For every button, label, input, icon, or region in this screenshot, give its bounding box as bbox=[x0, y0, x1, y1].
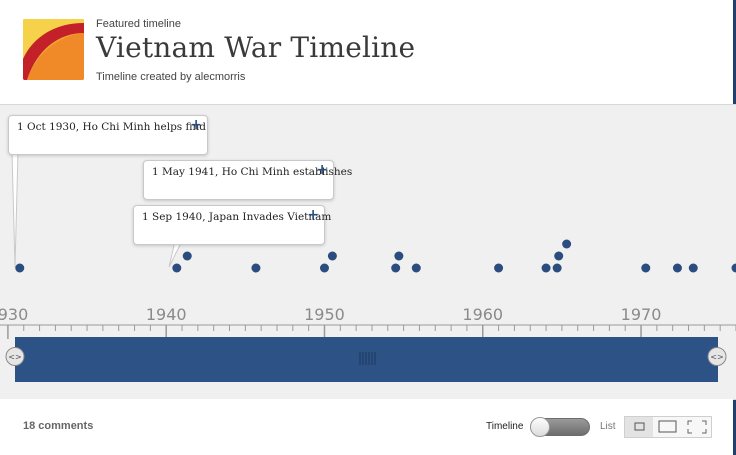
timeline-viewer[interactable]: 1930 1940 1950 1960 1970 <> <> 1 Oct 1930, Ho … bbox=[0, 104, 736, 400]
callout-pointer bbox=[11, 151, 19, 268]
comments-link[interactable]: 18 comments bbox=[23, 420, 94, 432]
event-callout[interactable]: 1 Oct 1930, Ho Chi Minh helps find + bbox=[8, 115, 208, 155]
fullscreen-icon bbox=[687, 420, 707, 434]
event-dot[interactable] bbox=[552, 263, 562, 273]
resize-arrows-icon: <> bbox=[710, 353, 723, 362]
small-view-button[interactable] bbox=[625, 417, 653, 437]
event-dot[interactable] bbox=[391, 263, 401, 273]
timeline-thumbnail[interactable] bbox=[23, 19, 84, 80]
event-dot[interactable] bbox=[172, 263, 182, 273]
event-dot[interactable] bbox=[327, 251, 337, 261]
event-callout[interactable]: 1 Sep 1940, Japan Invades Vietnam + bbox=[133, 205, 331, 245]
event-dot[interactable] bbox=[182, 251, 192, 261]
page-header: Featured timeline Vietnam War Timeline T… bbox=[0, 0, 736, 104]
event-dot[interactable] bbox=[411, 263, 421, 273]
large-window-icon bbox=[658, 420, 677, 433]
event-callout[interactable]: 1 May 1941, Ho Chi Minh establishes + bbox=[143, 160, 352, 200]
event-dot[interactable] bbox=[562, 239, 572, 249]
callout-text: 1 Oct 1930, Ho Chi Minh helps find bbox=[17, 121, 207, 133]
expand-icon[interactable]: + bbox=[316, 162, 328, 178]
byline: Timeline created by alecmorris bbox=[96, 71, 246, 83]
event-dot[interactable] bbox=[494, 263, 504, 273]
event-dot[interactable] bbox=[641, 263, 651, 273]
event-dot[interactable] bbox=[554, 251, 564, 261]
event-dot[interactable] bbox=[731, 263, 736, 273]
event-dot[interactable] bbox=[672, 263, 682, 273]
event-dot[interactable] bbox=[688, 263, 698, 273]
axis-year-label: 1940 bbox=[146, 305, 187, 324]
range-handle[interactable] bbox=[5, 347, 25, 366]
toggle-knob[interactable] bbox=[530, 417, 550, 437]
expand-icon[interactable]: + bbox=[190, 117, 202, 133]
list-view-label: List bbox=[600, 421, 616, 432]
expand-icon[interactable]: + bbox=[307, 207, 319, 223]
featured-label: Featured timeline bbox=[96, 18, 181, 30]
axis-year-label: 1960 bbox=[462, 305, 503, 324]
range-handle[interactable] bbox=[707, 347, 727, 366]
timeline-canvas[interactable]: 1930 1940 1950 1960 1970 <> <> bbox=[0, 105, 736, 399]
page-footer: 18 comments Timeline List bbox=[0, 399, 733, 455]
event-dot[interactable] bbox=[394, 251, 404, 261]
view-toggle[interactable] bbox=[530, 417, 590, 437]
small-window-icon bbox=[634, 422, 645, 431]
axis-year-label: 1950 bbox=[304, 305, 345, 324]
callout-text: 1 May 1941, Ho Chi Minh establishes bbox=[152, 166, 353, 178]
page-title: Vietnam War Timeline bbox=[96, 31, 416, 64]
callout-text: 1 Sep 1940, Japan Invades Vietnam bbox=[142, 211, 332, 223]
resize-arrows-icon: <> bbox=[8, 353, 21, 362]
fullscreen-button[interactable] bbox=[683, 417, 711, 437]
large-view-button[interactable] bbox=[654, 417, 682, 437]
view-size-buttons bbox=[624, 416, 712, 438]
axis-year-label: 1930 bbox=[0, 305, 28, 324]
event-dot[interactable] bbox=[15, 263, 25, 273]
timeline-view-label: Timeline bbox=[486, 421, 524, 432]
event-dot[interactable] bbox=[319, 263, 329, 273]
event-dot[interactable] bbox=[541, 263, 551, 273]
axis-year-label: 1970 bbox=[621, 305, 662, 324]
event-dot[interactable] bbox=[251, 263, 261, 273]
